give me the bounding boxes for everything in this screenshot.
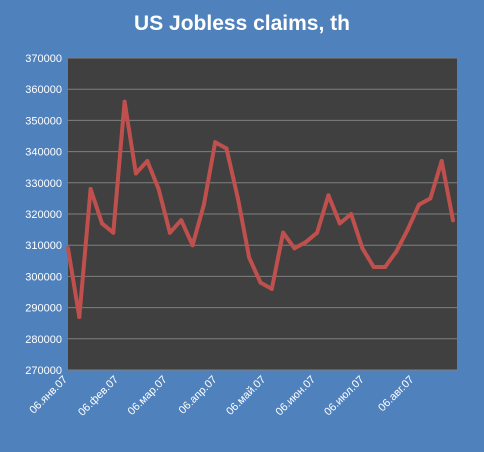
data-point [224, 146, 229, 151]
data-point [326, 193, 331, 198]
y-tick-label: 270000 [25, 365, 62, 377]
x-tick-label: 06.фев.07 [76, 374, 121, 419]
data-point [417, 202, 422, 207]
data-point [405, 227, 410, 232]
data-point [201, 202, 206, 207]
data-point [269, 286, 274, 291]
data-point [88, 187, 93, 192]
x-tick-label: 06.июл.07 [322, 374, 367, 419]
data-point [213, 140, 218, 145]
x-tick-label: 06.апр.07 [177, 374, 220, 417]
data-point [439, 158, 444, 163]
data-point [451, 218, 455, 223]
y-tick-label: 340000 [25, 147, 62, 159]
data-point [167, 230, 172, 235]
data-point [428, 196, 433, 201]
x-tick-label: 06.мар.07 [126, 374, 170, 418]
data-point [371, 265, 376, 270]
data-point [156, 187, 161, 192]
x-tick-label: 06.авг.07 [376, 374, 416, 414]
data-point [303, 240, 308, 245]
data-point [383, 265, 388, 270]
data-point [292, 246, 297, 251]
y-tick-label: 370000 [25, 53, 62, 65]
data-point [190, 243, 195, 248]
data-point [349, 212, 354, 216]
series-layer [66, 99, 455, 319]
y-tick-label: 300000 [25, 271, 62, 283]
y-tick-label: 320000 [25, 209, 62, 221]
data-point [247, 255, 252, 260]
y-tick-label: 360000 [25, 84, 62, 96]
x-tick-label: 06.май.07 [224, 374, 268, 418]
data-point [66, 246, 70, 251]
y-tick-label: 280000 [25, 334, 62, 346]
y-tick-label: 350000 [25, 115, 62, 127]
y-tick-label: 310000 [25, 240, 62, 252]
data-point [77, 314, 82, 319]
data-point [235, 196, 240, 201]
data-point [133, 171, 138, 176]
data-point [360, 246, 365, 251]
y-axis-tick-labels: 270000 280000 290000 300000 310000 320000 3300… [25, 53, 62, 377]
x-tick-label: 06.июн.07 [274, 374, 319, 419]
data-point [281, 230, 286, 235]
data-point [179, 218, 184, 223]
x-tick-label: 06.янв.07 [27, 374, 70, 417]
data-point [145, 158, 150, 163]
data-point [337, 221, 342, 226]
data-point [394, 249, 399, 254]
data-point [111, 230, 116, 235]
data-point [258, 280, 263, 285]
chart-title: US Jobless claims, th [134, 12, 350, 35]
gridlines [68, 57, 457, 371]
data-point [122, 99, 127, 104]
data-point [99, 221, 104, 226]
data-point [315, 230, 320, 235]
x-axis-tick-labels: 06.янв.07 06.фев.07 06.мар.07 06.апр.07 06.м… [27, 374, 416, 419]
y-tick-label: 290000 [25, 303, 62, 315]
y-tick-label: 330000 [25, 178, 62, 190]
